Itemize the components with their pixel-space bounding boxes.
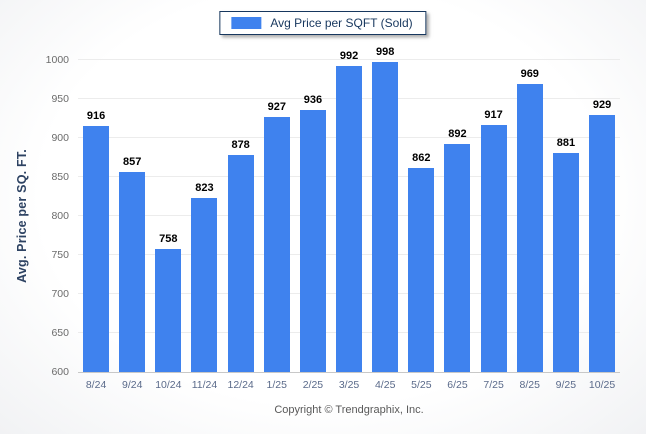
plot-area: 916 857 758 823 878 927 936 992 998 862 892 917 969 8… [78, 46, 620, 373]
bar-slot-10-24: 758 [150, 60, 186, 372]
x-tick-label: 5/25 [411, 379, 432, 391]
x-tick-label: 1/25 [266, 379, 287, 391]
bar-chart: Avg. Price per SQ. FT. 600 650 700 750 800 85… [10, 46, 620, 416]
bar-slot-12-24: 878 [223, 60, 259, 372]
plot-main: 916 857 758 823 878 927 936 992 998 862 892 917 969 8… [78, 46, 620, 416]
x-tick-label: 9/25 [555, 379, 577, 391]
y-tick-label: 650 [51, 327, 69, 339]
x-axis-labels: 8/24 9/24 10/24 11/24 12/24 1/25 2/25 3/25 4/25 5… [78, 373, 620, 391]
legend-swatch-icon [231, 17, 262, 29]
x-tick-label: 2/25 [302, 379, 324, 391]
bar-value-label: 929 [592, 99, 612, 112]
y-tick-label: 750 [51, 249, 69, 261]
y-axis-title: Avg. Price per SQ. FT. [10, 60, 34, 372]
bar[interactable] [444, 144, 471, 372]
y-axis-title-text: Avg. Price per SQ. FT. [15, 149, 29, 283]
y-tick-label: 1000 [45, 54, 69, 66]
bar[interactable] [516, 84, 543, 372]
bar-value-label: 936 [303, 93, 323, 106]
x-tick-label: 10/24 [155, 379, 182, 391]
x-tick-label: 3/25 [338, 379, 360, 391]
bar-value-label: 927 [267, 100, 286, 113]
bar-slot-7-25: 917 [476, 60, 512, 372]
bar-value-label: 917 [484, 108, 503, 121]
bar[interactable] [155, 248, 182, 372]
bar[interactable] [227, 155, 254, 372]
y-tick-label: 800 [51, 210, 69, 222]
x-tick-label: 11/24 [191, 379, 218, 391]
bar-slot-8-25: 969 [512, 60, 548, 372]
bar-value-label: 892 [448, 128, 467, 141]
x-tick-label: 12/24 [227, 379, 254, 391]
bar-value-label: 992 [339, 50, 359, 63]
bar-slot-4-25: 998 [367, 46, 403, 372]
x-tick-label: 8/24 [85, 379, 107, 391]
x-tick-label: 9/24 [121, 379, 143, 391]
bar[interactable] [299, 109, 326, 372]
bar-value-label: 881 [556, 136, 576, 149]
bar-value-label: 823 [195, 182, 214, 195]
bar-value-label: 862 [412, 151, 431, 164]
y-tick-label: 700 [51, 288, 69, 300]
y-axis-ticks: 600 650 700 750 800 850 900 950 1000 [34, 54, 78, 378]
bar[interactable] [263, 116, 290, 372]
bar[interactable] [372, 61, 399, 372]
x-tick-label: 7/25 [483, 379, 504, 391]
y-tick-label: 600 [51, 366, 69, 378]
y-tick-label: 850 [51, 171, 69, 183]
gridline [78, 59, 620, 60]
bar[interactable] [408, 167, 435, 372]
x-tick-label: 6/25 [447, 379, 468, 391]
bar-slot-11-24: 823 [186, 60, 222, 372]
bar-slot-6-25: 892 [439, 60, 475, 372]
y-tick-label: 900 [51, 132, 69, 144]
x-tick-label: 10/25 [588, 379, 616, 391]
x-tick-label: 4/25 [374, 379, 396, 391]
legend: Avg Price per SQFT (Sold) [219, 11, 427, 35]
bar-value-label: 969 [520, 68, 539, 81]
bar-slot-1-25: 927 [259, 60, 295, 372]
bar-slot-10-25: 929 [584, 60, 620, 372]
legend-label: Avg Price per SQFT (Sold) [270, 16, 413, 30]
bar-slot-9-24: 857 [114, 60, 150, 372]
bar-value-label: 916 [86, 109, 106, 122]
bar[interactable] [191, 198, 218, 372]
bar-slots: 916 857 758 823 878 927 936 992 998 862 892 917 969 8… [78, 46, 620, 372]
bar[interactable] [83, 125, 110, 372]
bar-slot-3-25: 992 [331, 50, 367, 372]
copyright-text: Copyright © Trendgraphix, Inc. [274, 404, 424, 416]
bar[interactable] [552, 152, 579, 372]
bar[interactable] [119, 171, 146, 372]
bar[interactable] [336, 66, 363, 372]
x-tick-label: 8/25 [519, 379, 540, 391]
bar-slot-8-24: 916 [78, 60, 114, 372]
bar[interactable] [480, 124, 507, 372]
y-tick-label: 950 [51, 93, 69, 105]
bar-slot-5-25: 862 [403, 60, 439, 372]
bar[interactable] [589, 115, 616, 372]
bar-value-label: 857 [123, 155, 142, 168]
bar-value-label: 998 [376, 45, 395, 58]
bar-slot-9-25: 881 [548, 60, 584, 372]
bar-slot-2-25: 936 [295, 60, 331, 372]
bar-value-label: 758 [159, 232, 178, 245]
bar-value-label: 878 [231, 139, 250, 152]
